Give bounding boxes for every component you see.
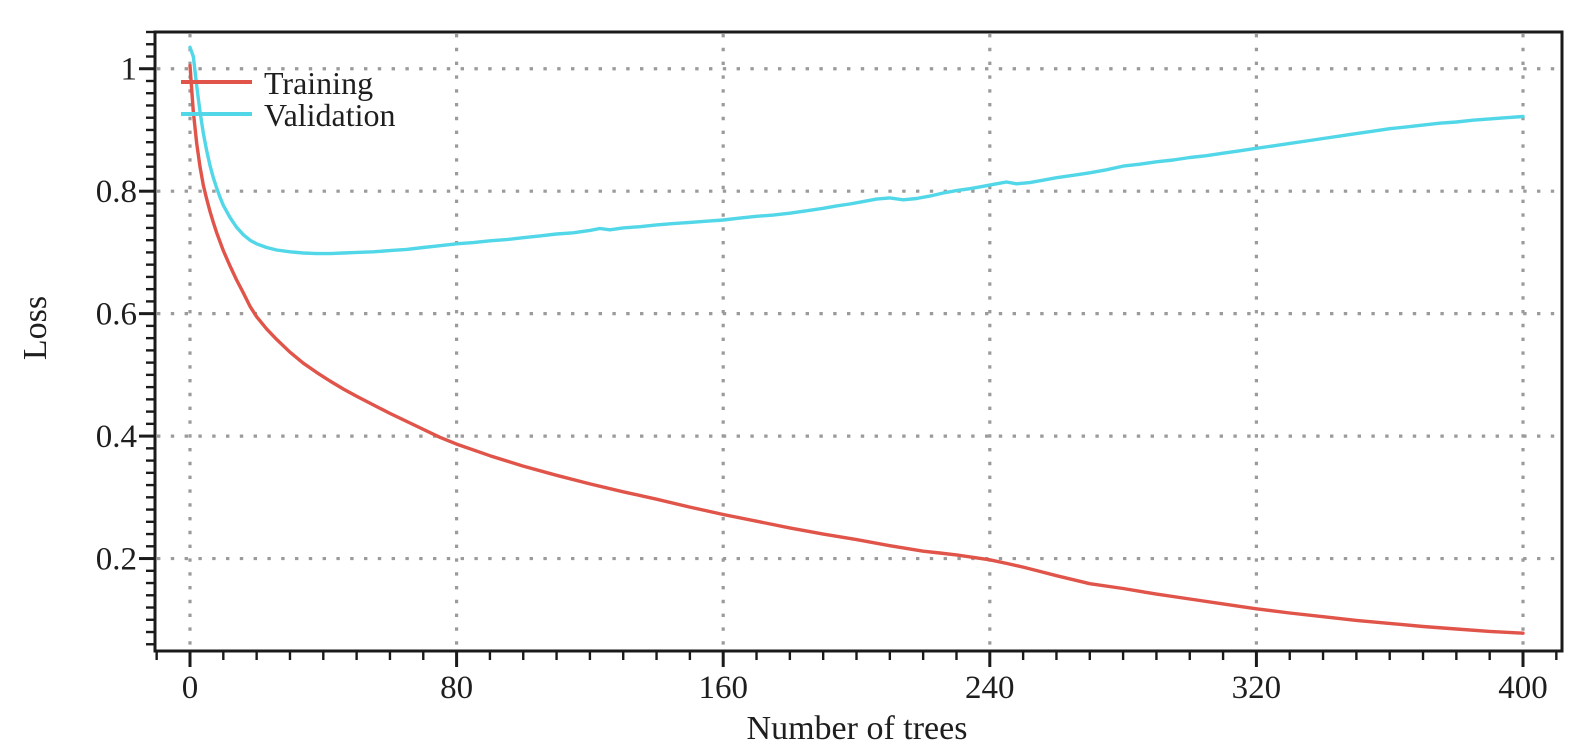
- legend: Training Validation: [181, 65, 396, 133]
- validation-line: [188, 45, 1525, 256]
- x-tick-label-0: 0: [182, 670, 199, 706]
- y-tick-label-0.4: 0.4: [96, 419, 137, 455]
- y-tick-label-0.2: 0.2: [96, 542, 137, 578]
- legend-label-validation: Validation: [264, 97, 396, 133]
- x-tick-label-400: 400: [1498, 670, 1548, 706]
- training-line: [188, 63, 1525, 635]
- y-tick-label-0.6: 0.6: [96, 297, 137, 333]
- x-tick-label-240: 240: [965, 670, 1015, 706]
- series-lines: [188, 45, 1525, 635]
- y-tick-label-0.8: 0.8: [96, 174, 137, 210]
- x-tick-label-320: 320: [1232, 670, 1282, 706]
- x-axis-title: Number of trees: [747, 710, 968, 747]
- legend-label-training: Training: [264, 65, 373, 101]
- gridlines: [157, 34, 1560, 649]
- plot-frame: [153, 30, 1564, 653]
- x-tick-label-80: 80: [440, 670, 473, 706]
- y-tick-label-1: 1: [121, 52, 138, 88]
- x-tick-label-160: 160: [698, 670, 748, 706]
- tick-labels: 0 80 160 240 320 400 0.2 0.4 0.6 0.8 1: [96, 52, 1548, 706]
- y-axis-title: Loss: [17, 296, 54, 360]
